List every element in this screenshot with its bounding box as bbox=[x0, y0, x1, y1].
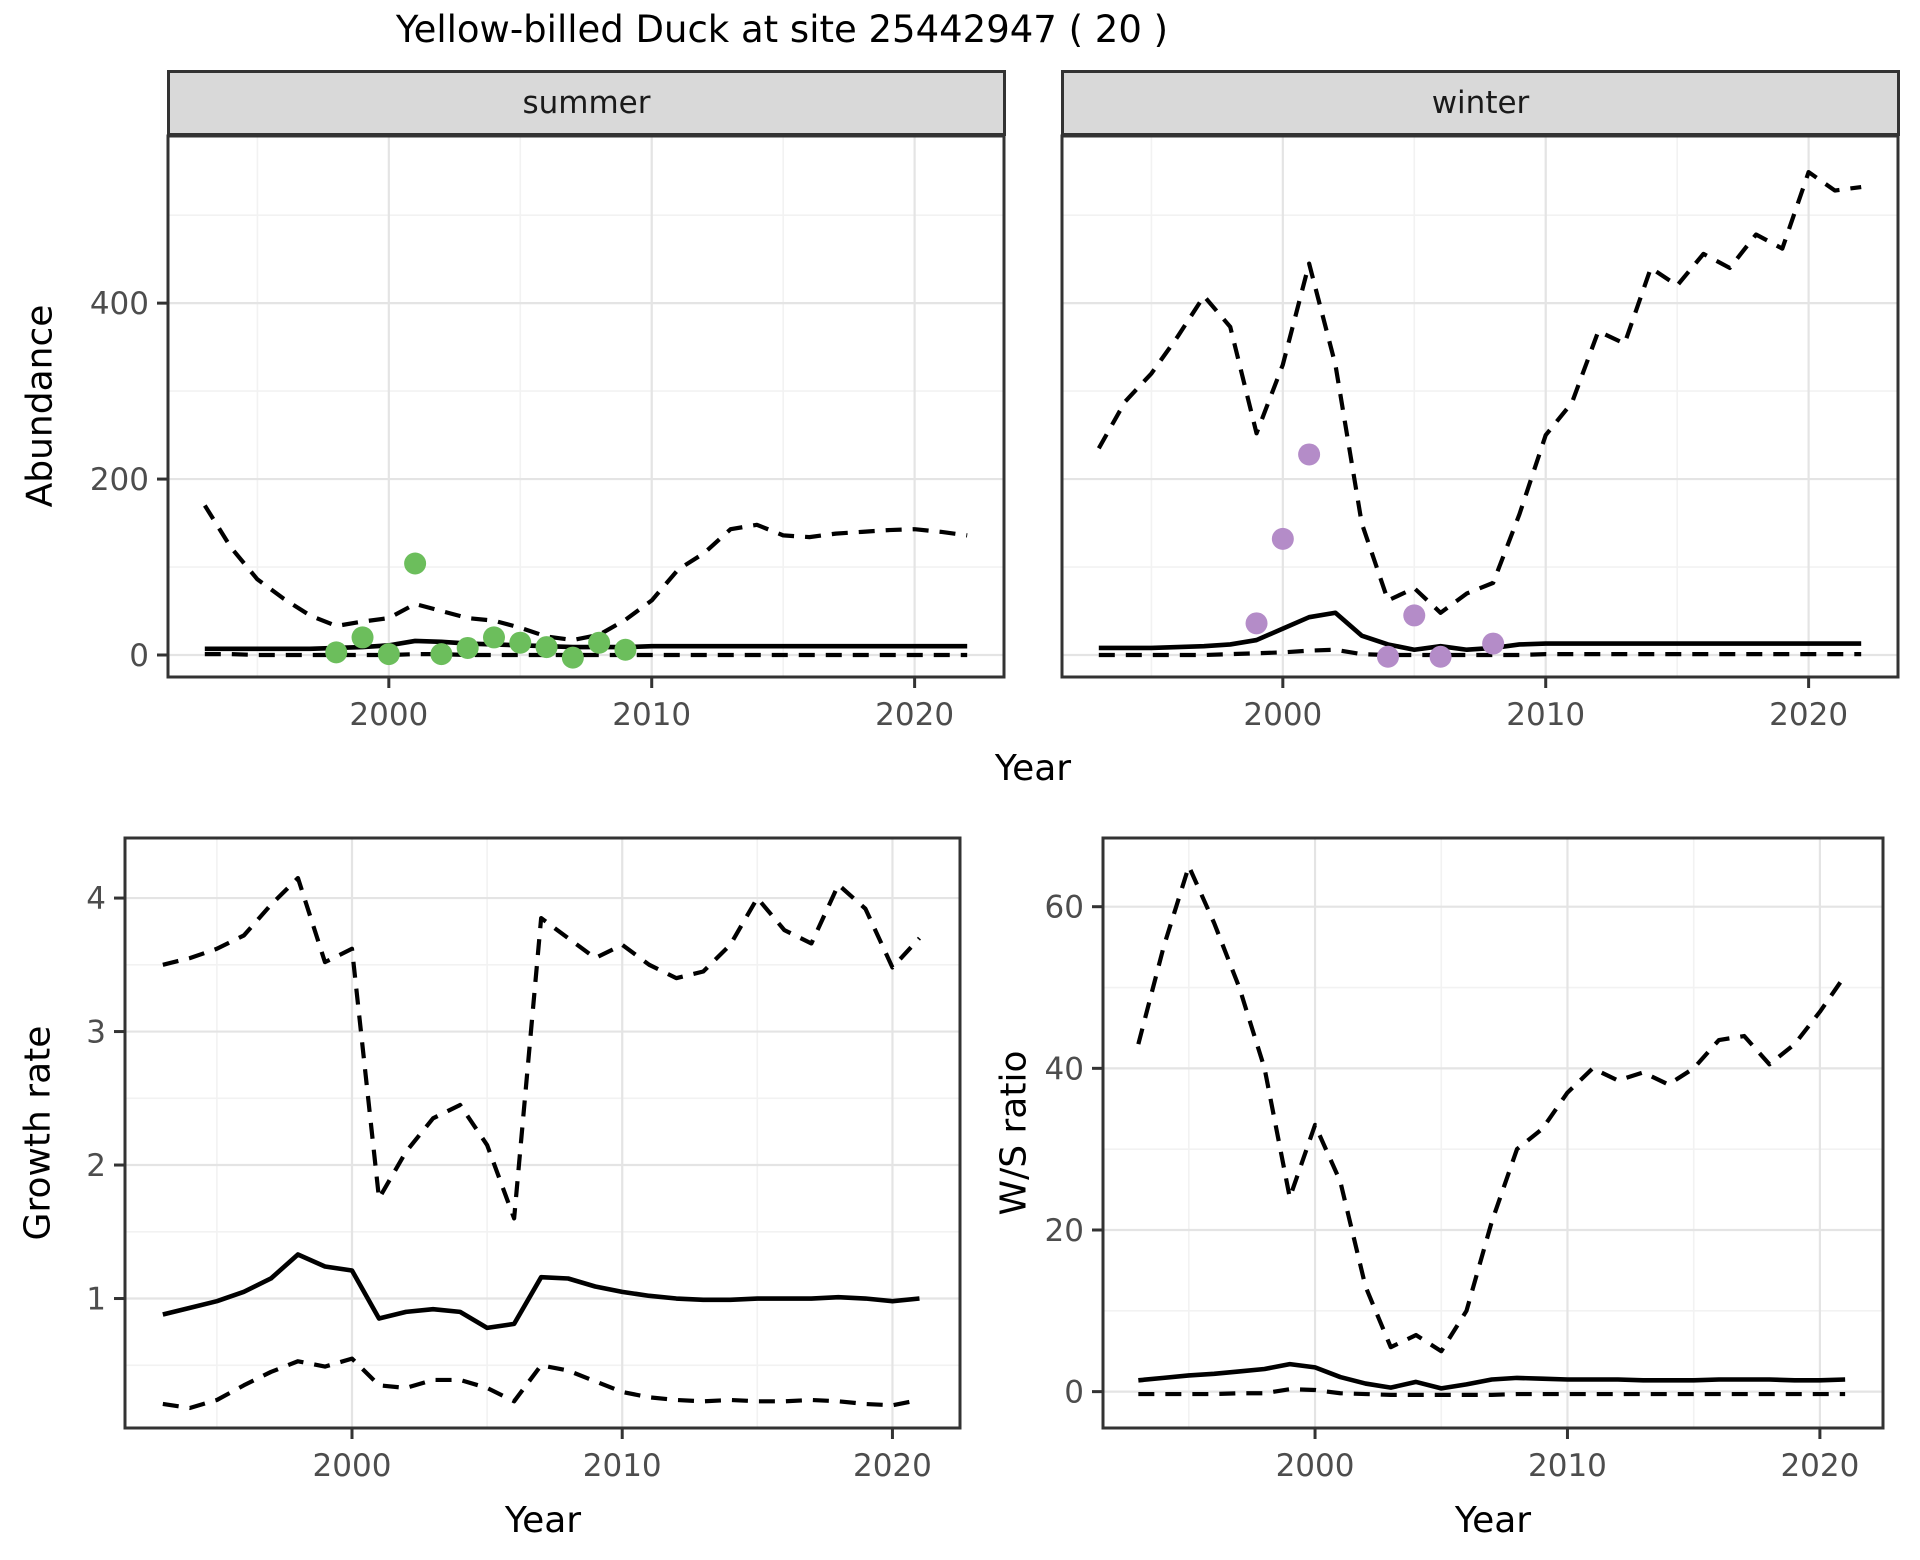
upper-ci-line bbox=[1096, 169, 1862, 615]
x-tick-label: 2020 bbox=[875, 697, 954, 733]
y-tick-label: 0 bbox=[1064, 1375, 1084, 1411]
y-tick-label: 60 bbox=[1045, 890, 1084, 926]
upper-ci-line bbox=[1136, 864, 1847, 1354]
axis-ticks: 2000 2010 2020 0 20 40 60 bbox=[1045, 890, 1860, 1484]
observation-point bbox=[1403, 604, 1426, 627]
panel-growth-rate: 2000 2010 2020 1 2 3 4 bbox=[86, 836, 962, 1484]
observed-counts-points bbox=[1245, 443, 1505, 668]
upper-ci-line bbox=[203, 504, 968, 643]
y-tick-label: 2 bbox=[86, 1148, 106, 1184]
panel-border bbox=[123, 836, 962, 1430]
observation-point bbox=[430, 643, 453, 666]
panel-background bbox=[1062, 136, 1898, 677]
observation-point bbox=[456, 636, 479, 659]
facet-strip-winter-label: winter bbox=[1431, 85, 1530, 121]
facet-strip-summer-label: summer bbox=[522, 85, 651, 121]
x-tick-label: 2020 bbox=[1769, 697, 1848, 733]
x-axis-title-year-ws: Year bbox=[1454, 1500, 1532, 1541]
observation-point bbox=[325, 641, 348, 664]
y-tick-label: 0 bbox=[129, 638, 149, 674]
x-tick-label: 2020 bbox=[1780, 1448, 1859, 1484]
observation-point bbox=[535, 636, 558, 659]
panel-summer: 2000 2010 2020 0 200 400 bbox=[90, 134, 1006, 733]
plot-title: Yellow-billed Duck at site 25442947 ( 20… bbox=[395, 8, 1169, 51]
observation-point bbox=[509, 631, 532, 654]
observation-point bbox=[482, 626, 505, 649]
y-tick-label: 400 bbox=[90, 286, 149, 322]
observation-point bbox=[561, 646, 584, 669]
panel-border bbox=[1060, 134, 1900, 679]
x-tick-label: 2000 bbox=[1243, 697, 1322, 733]
median-line bbox=[1138, 1361, 1846, 1391]
median-line bbox=[162, 1252, 920, 1331]
panel-background bbox=[168, 136, 1004, 677]
y-tick-label: 40 bbox=[1045, 1051, 1084, 1087]
facet-strip-summer: summer bbox=[167, 70, 1006, 136]
x-axis-title-year-growth: Year bbox=[504, 1500, 582, 1541]
x-tick-label: 2000 bbox=[349, 697, 428, 733]
y-tick-label: 3 bbox=[86, 1015, 106, 1051]
gridlines-major bbox=[1062, 136, 1898, 677]
observed-counts-points bbox=[325, 552, 637, 669]
upper-ci-line bbox=[162, 875, 922, 1221]
observation-point bbox=[404, 552, 427, 575]
panel-border bbox=[166, 134, 1006, 679]
panel-border bbox=[1101, 836, 1885, 1430]
observation-point bbox=[588, 631, 611, 654]
axis-ticks: 2000 2010 2020 1 2 3 4 bbox=[86, 881, 932, 1484]
observation-point bbox=[351, 626, 374, 649]
x-tick-label: 2010 bbox=[1506, 697, 1585, 733]
observation-point bbox=[1482, 632, 1505, 655]
x-tick-label: 2020 bbox=[853, 1448, 932, 1484]
lower-ci-line bbox=[1138, 1387, 1846, 1397]
facet-strip-winter: winter bbox=[1061, 70, 1900, 136]
x-tick-label: 2000 bbox=[1276, 1448, 1355, 1484]
panel-w-s-ratio: 2000 2010 2020 0 20 40 60 bbox=[1045, 836, 1885, 1484]
x-tick-label: 2000 bbox=[313, 1448, 392, 1484]
axis-ticks: 2000 2010 2020 0 200 400 bbox=[90, 286, 954, 733]
y-tick-label: 200 bbox=[90, 462, 149, 498]
observation-point bbox=[1298, 443, 1321, 466]
gridlines-minor bbox=[168, 136, 1004, 677]
y-tick-label: 1 bbox=[86, 1282, 106, 1318]
axis-ticks: 2000 2010 2020 bbox=[1243, 678, 1848, 733]
lower-ci-line bbox=[204, 652, 968, 658]
gridlines-minor bbox=[1062, 136, 1898, 677]
lower-ci-line bbox=[162, 1356, 920, 1411]
observation-point bbox=[1245, 612, 1268, 635]
x-tick-label: 2010 bbox=[583, 1448, 662, 1484]
x-axis-title-year-top: Year bbox=[994, 748, 1072, 789]
gridlines-major bbox=[1103, 838, 1883, 1428]
observation-point bbox=[1376, 645, 1399, 668]
observation-point bbox=[614, 638, 637, 661]
panel-background bbox=[1103, 838, 1883, 1428]
panel-winter: 2000 2010 2020 bbox=[1060, 134, 1900, 733]
lower-ci-line bbox=[1098, 647, 1862, 658]
y-tick-label: 4 bbox=[86, 881, 106, 917]
y-tick-label: 20 bbox=[1045, 1213, 1084, 1249]
panel-background bbox=[125, 838, 960, 1428]
x-tick-label: 2010 bbox=[612, 697, 691, 733]
observation-point bbox=[1271, 527, 1294, 550]
x-tick-label: 2010 bbox=[1528, 1448, 1607, 1484]
observation-point bbox=[1429, 645, 1452, 668]
gridlines-minor bbox=[1103, 838, 1883, 1428]
median-line bbox=[1098, 610, 1862, 653]
observation-point bbox=[377, 643, 400, 666]
